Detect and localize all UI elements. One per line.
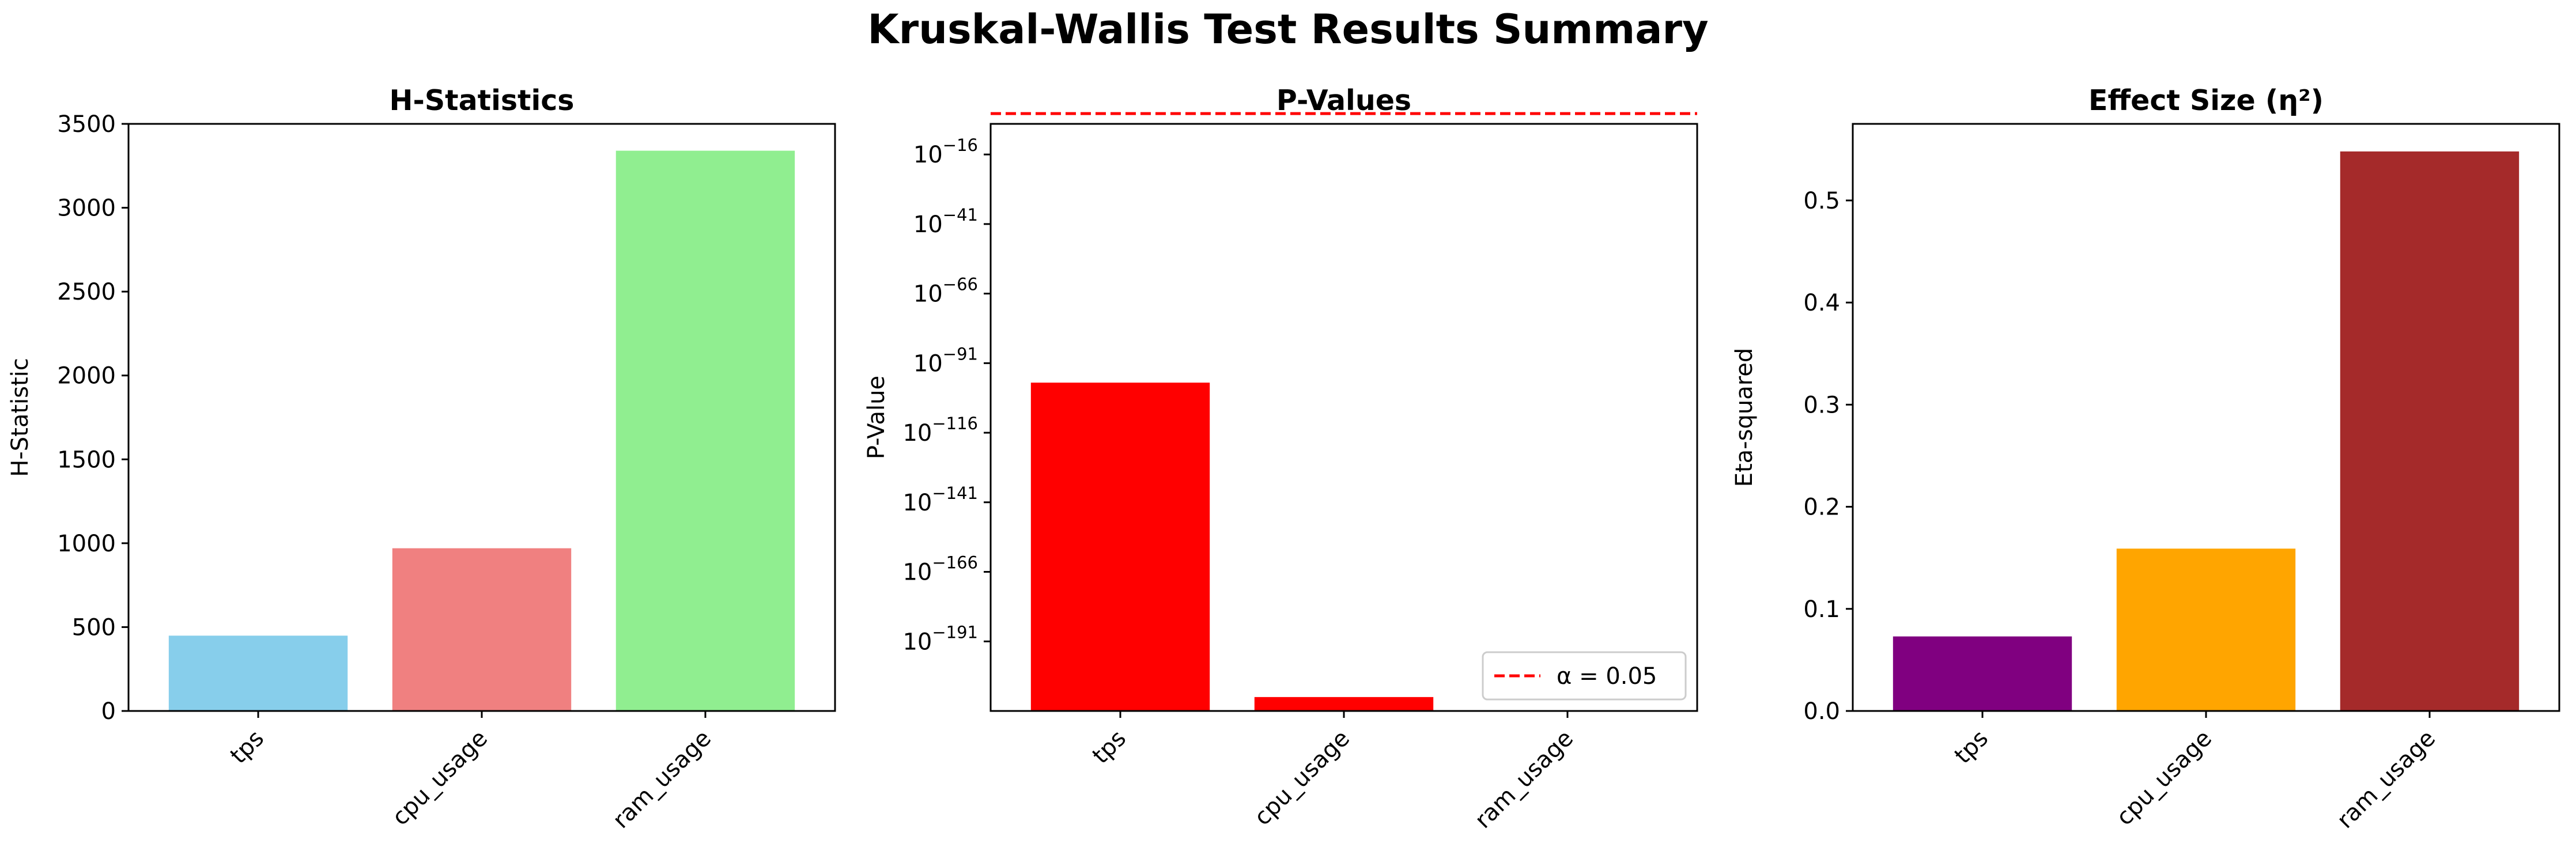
- x-tick-label-cpu_usage: cpu_usage: [387, 725, 493, 831]
- y-tick-label: 2000: [57, 363, 116, 389]
- y-tick-label: 10−16: [913, 135, 978, 168]
- bar-ram_usage: [615, 150, 795, 711]
- y-tick-label: 0.0: [1803, 698, 1840, 725]
- bar-ram_usage: [2340, 151, 2520, 711]
- chart-panel-2: 10−16 10−41 10−66 10−91 10−116 10−141 10−166 10…: [863, 84, 1698, 834]
- legend-label: α = 0.05: [1557, 663, 1657, 690]
- y-tick-label: 1000: [57, 531, 116, 557]
- x-tick-label-ram_usage: ram_usage: [608, 725, 717, 834]
- y-tick-label: 3500: [57, 111, 116, 138]
- y-tick-label: 10−91: [913, 344, 978, 377]
- chart-panel-3: 0.0 0.1 0.2 0.3 0.4 0.5 tps cpu_usage ram_usage E…: [1731, 84, 2560, 834]
- x-tick-label-ram_usage: ram_usage: [2332, 725, 2441, 834]
- panel-title: Effect Size (η²): [2088, 84, 2324, 117]
- y-axis-label: Eta-squared: [1731, 348, 1758, 487]
- y-tick-label: 0.5: [1803, 188, 1840, 214]
- y-tick-label: 10−141: [902, 483, 978, 516]
- panel-title: P-Values: [1276, 84, 1411, 117]
- y-tick-label: 10−116: [902, 414, 978, 447]
- y-tick-label: 10−166: [902, 553, 978, 586]
- y-tick-label: 2500: [57, 279, 116, 305]
- y-tick-label: 0: [101, 698, 116, 725]
- legend: α = 0.05: [1482, 651, 1687, 701]
- y-tick-label: 0.1: [1803, 596, 1840, 623]
- y-tick-label: 10−66: [913, 275, 978, 308]
- legend-box: [1482, 651, 1687, 701]
- y-tick-label: 500: [72, 614, 116, 641]
- y-axis-label: P-Value: [863, 376, 890, 459]
- chart-panel-1: 0 500 1000 1500 2000 2500 3000 3500 tps cpu_usage…: [7, 84, 836, 834]
- x-tick-label-cpu_usage: cpu_usage: [1249, 725, 1355, 831]
- y-tick-label: 10−191: [902, 622, 978, 655]
- bar-tps: [1893, 636, 2072, 711]
- bar-cpu_usage: [1254, 697, 1434, 711]
- x-tick-label-tps: tps: [1950, 725, 1993, 769]
- y-tick-label: 0.3: [1803, 392, 1840, 418]
- panel-title: H-Statistics: [390, 84, 575, 117]
- bar-tps: [1030, 383, 1210, 711]
- x-tick-label-tps: tps: [1087, 725, 1131, 769]
- bar-cpu_usage: [2116, 548, 2296, 711]
- bar-tps: [168, 635, 348, 711]
- figure-title: Kruskal-Wallis Test Results Summary: [867, 6, 1709, 53]
- bar-cpu_usage: [392, 548, 572, 711]
- x-tick-label-ram_usage: ram_usage: [1470, 725, 1579, 834]
- y-tick-label: 0.2: [1803, 494, 1840, 521]
- y-tick-label: 10−41: [913, 205, 978, 238]
- y-axis-label: H-Statistic: [7, 358, 33, 477]
- y-tick-label: 0.4: [1803, 290, 1840, 316]
- x-tick-label-tps: tps: [225, 725, 269, 769]
- y-tick-label: 3000: [57, 195, 116, 222]
- y-tick-label: 1500: [57, 447, 116, 473]
- x-tick-label-cpu_usage: cpu_usage: [2112, 725, 2217, 831]
